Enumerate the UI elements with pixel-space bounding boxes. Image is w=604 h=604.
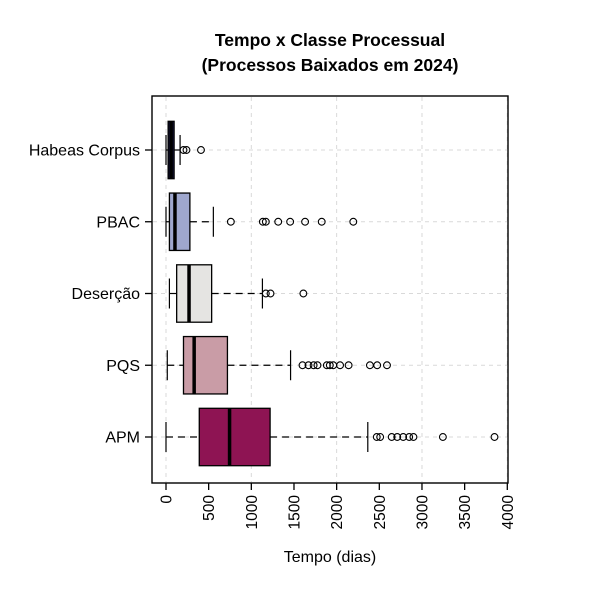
outlier-desercao-2 bbox=[299, 289, 308, 298]
outlier-apm-5 bbox=[405, 433, 414, 441]
outlier-pqs-2 bbox=[309, 361, 318, 370]
outlier-desercao-1 bbox=[266, 289, 275, 298]
chart-subtitle: (Processos Baixados em 2024) bbox=[201, 55, 459, 75]
chart-title-block: Tempo x Classe Processual (Processos Bai… bbox=[120, 28, 540, 78]
outlier-pbac-7 bbox=[349, 217, 358, 226]
outlier-apm-6 bbox=[409, 433, 418, 441]
outlier-habeas-corpus-0 bbox=[179, 146, 188, 154]
outlier-pqs-0 bbox=[298, 361, 307, 370]
outlier-pqs-8 bbox=[344, 361, 353, 370]
x-tick-label-3500: 3500 bbox=[457, 495, 474, 530]
outlier-pbac-4 bbox=[286, 217, 295, 226]
outlier-pbac-6 bbox=[317, 217, 326, 226]
x-tick-label-1000: 1000 bbox=[244, 495, 261, 530]
outlier-pbac-2 bbox=[261, 217, 270, 226]
box-pbac bbox=[168, 192, 191, 252]
outlier-apm-0 bbox=[372, 433, 381, 441]
outlier-pqs-3 bbox=[313, 361, 322, 370]
outlier-pbac-3 bbox=[274, 217, 283, 226]
outlier-desercao-0 bbox=[261, 289, 270, 298]
x-tick-label-1500: 1500 bbox=[286, 495, 303, 530]
box-desercao bbox=[176, 264, 213, 323]
outlier-pbac-0 bbox=[226, 217, 235, 226]
plot-frame bbox=[151, 95, 509, 484]
outlier-pbac-1 bbox=[258, 217, 267, 226]
box-pqs bbox=[182, 335, 229, 395]
x-tick-label-3000: 3000 bbox=[414, 495, 431, 530]
chart-title: Tempo x Classe Processual bbox=[214, 30, 446, 50]
x-tick-label-0: 0 bbox=[159, 495, 176, 504]
outlier-apm-4 bbox=[399, 433, 408, 441]
outlier-apm-3 bbox=[393, 433, 402, 441]
outlier-pbac-5 bbox=[301, 217, 310, 226]
outlier-apm-1 bbox=[376, 433, 385, 441]
y-tick-label-pqs: PQS bbox=[106, 358, 140, 375]
y-tick-label-pbac: PBAC bbox=[96, 214, 140, 231]
x-tick-label-2000: 2000 bbox=[329, 495, 346, 530]
outlier-habeas-corpus-2 bbox=[197, 146, 205, 154]
outlier-habeas-corpus-1 bbox=[182, 146, 191, 154]
y-tick-label-desercao: Deserção bbox=[72, 286, 141, 303]
box-apm bbox=[198, 407, 271, 467]
outlier-pqs-7 bbox=[336, 361, 345, 370]
outlier-pqs-10 bbox=[373, 361, 382, 370]
y-tick-label-habeas-corpus: Habeas Corpus bbox=[29, 143, 140, 160]
y-tick-label-apm: APM bbox=[105, 430, 140, 447]
outlier-pqs-1 bbox=[304, 361, 313, 370]
x-tick-label-500: 500 bbox=[201, 495, 218, 521]
outlier-apm-2 bbox=[387, 433, 396, 441]
outlier-pqs-5 bbox=[325, 361, 334, 370]
x-tick-label-2500: 2500 bbox=[372, 495, 389, 530]
x-tick-label-4000: 4000 bbox=[500, 495, 517, 530]
x-axis-label: Tempo (dias) bbox=[283, 549, 377, 566]
outlier-pqs-11 bbox=[383, 361, 391, 370]
outlier-apm-7 bbox=[438, 433, 447, 441]
outlier-apm-8 bbox=[490, 433, 499, 441]
